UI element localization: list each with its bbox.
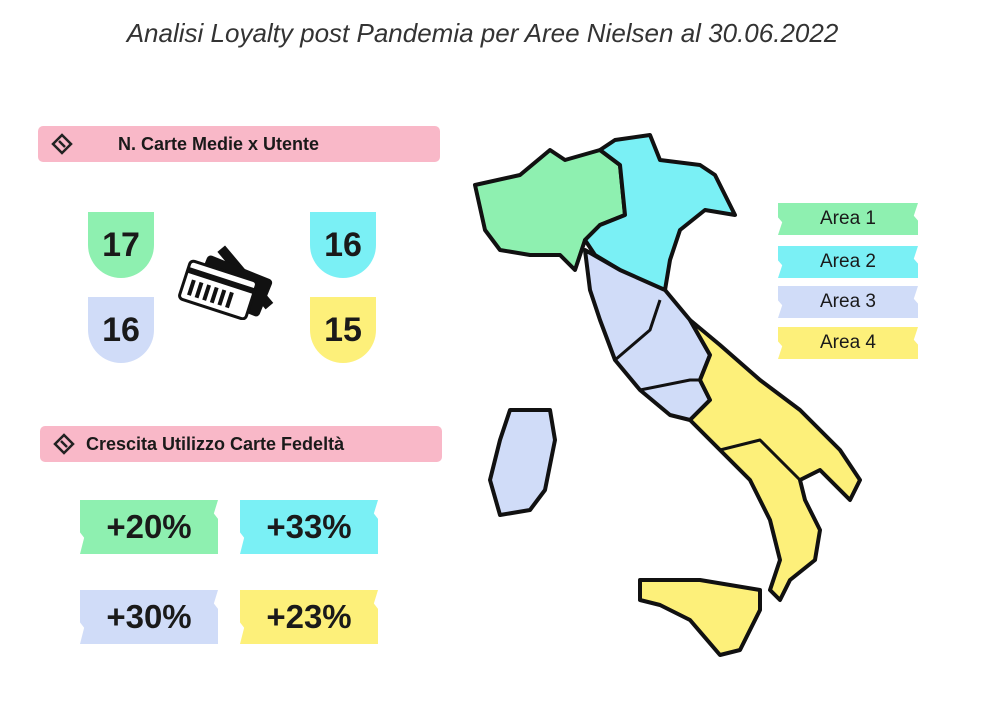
italy-map [473, 133, 862, 657]
map-area2 [583, 133, 737, 292]
map-area4-sicily [638, 578, 762, 657]
cards-area1: 17 [88, 212, 154, 278]
growth-title: Crescita Utilizzo Carte Fedeltà [86, 433, 345, 454]
loyalty-card-icon [52, 432, 80, 456]
page-title: Analisi Loyalty post Pandemia per Aree N… [126, 18, 839, 48]
growth-area2: +33% [240, 500, 378, 554]
cards-area3: 16 [88, 297, 154, 363]
map-area3-sardinia [488, 408, 557, 517]
cards-area4: 15 [310, 297, 376, 363]
credit-cards-icon [178, 245, 274, 320]
cards-banner: N. Carte Medie x Utente [38, 126, 440, 162]
legend-area4: Area 4 [778, 327, 918, 359]
growth-area1: +20% [80, 500, 218, 554]
map-area4 [688, 318, 862, 602]
growth-area3: +30% [80, 590, 218, 644]
growth-banner: Crescita Utilizzo Carte Fedeltà [40, 426, 442, 462]
cards-title: N. Carte Medie x Utente [118, 133, 320, 154]
growth-area4: +23% [240, 590, 378, 644]
cards-area2: 16 [310, 212, 376, 278]
legend-area2: Area 2 [778, 246, 918, 278]
legend-area1: Area 1 [778, 203, 918, 235]
loyalty-card-icon [50, 132, 78, 156]
legend-area3: Area 3 [778, 286, 918, 318]
